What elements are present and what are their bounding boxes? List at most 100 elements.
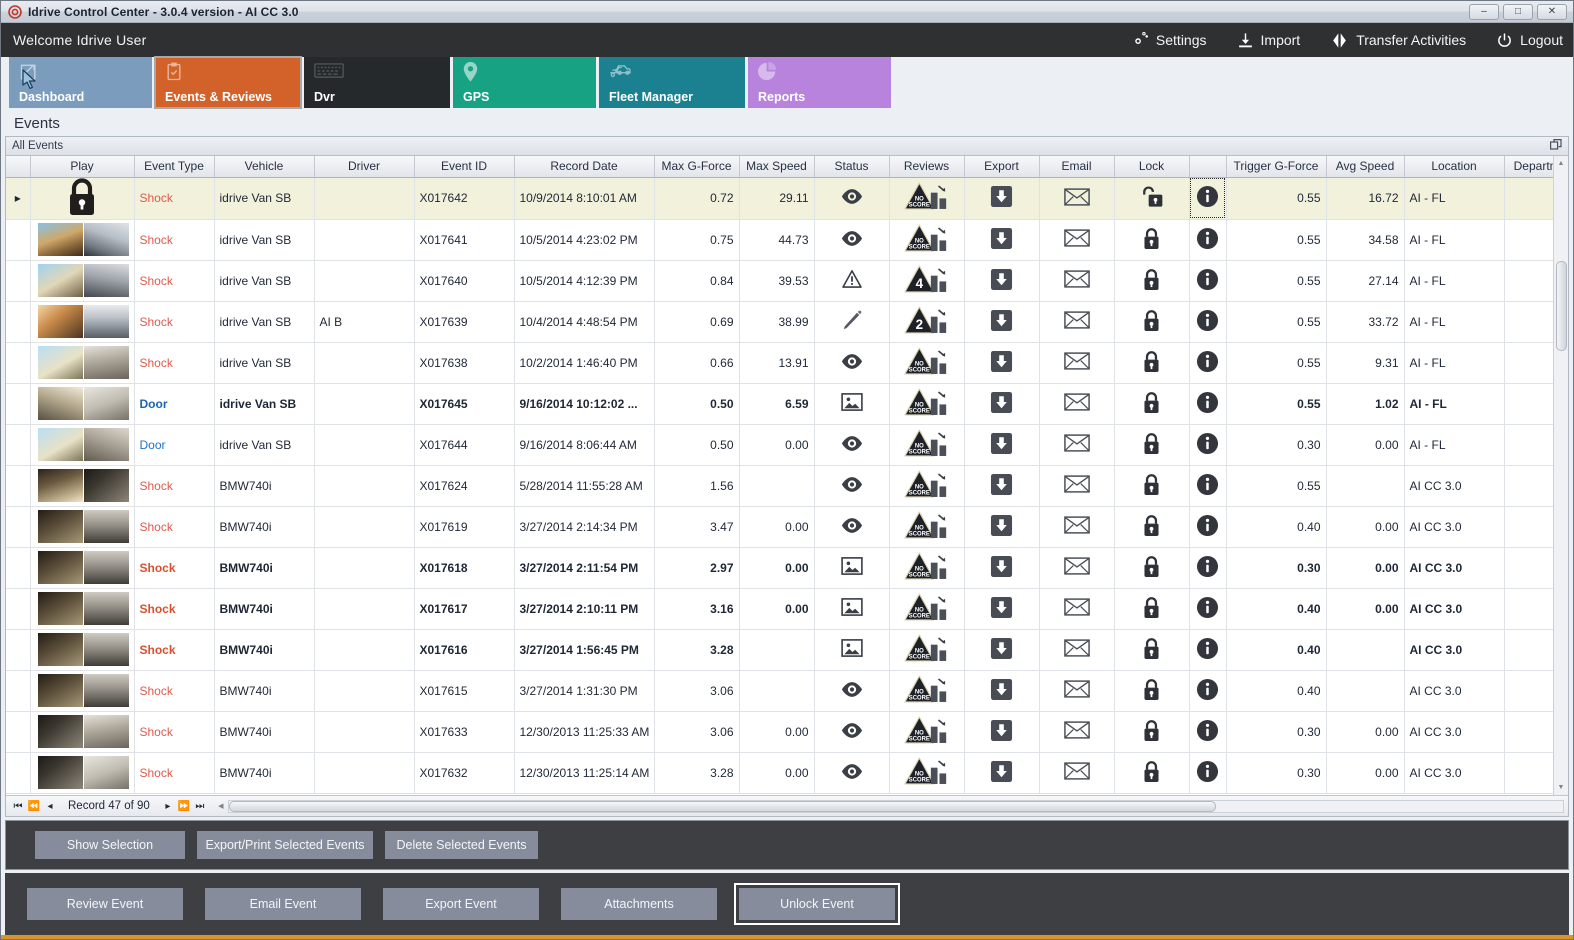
thumbnail-front[interactable] bbox=[37, 551, 83, 584]
eye-icon[interactable] bbox=[841, 722, 863, 741]
thumbnail-cabin[interactable] bbox=[83, 264, 129, 297]
thumbnail-cabin[interactable] bbox=[83, 428, 129, 461]
thumbnail-cabin[interactable] bbox=[83, 674, 129, 707]
cell-reviews[interactable]: NO SCORE bbox=[889, 629, 965, 671]
cell-reviews[interactable]: NO SCORE bbox=[889, 177, 965, 220]
cell-info[interactable] bbox=[1189, 670, 1227, 712]
lock-icon[interactable] bbox=[1142, 637, 1161, 663]
next-record-button[interactable]: ▸ bbox=[165, 800, 171, 812]
play-thumbnails[interactable] bbox=[36, 305, 129, 338]
row-marker[interactable] bbox=[6, 301, 31, 343]
lock-icon[interactable] bbox=[1142, 678, 1161, 704]
cell-info[interactable] bbox=[1189, 588, 1227, 630]
cell-export[interactable] bbox=[964, 301, 1040, 343]
lock-icon[interactable] bbox=[1142, 760, 1161, 786]
eye-icon[interactable] bbox=[841, 435, 863, 454]
export-icon[interactable] bbox=[990, 596, 1013, 622]
play-thumbnails[interactable] bbox=[36, 633, 129, 666]
cell-lock[interactable] bbox=[1114, 424, 1190, 466]
eye-icon[interactable] bbox=[841, 230, 863, 249]
email-icon[interactable] bbox=[1063, 516, 1090, 537]
email-icon[interactable] bbox=[1063, 187, 1090, 209]
info-icon[interactable] bbox=[1196, 309, 1219, 335]
image-icon[interactable] bbox=[840, 557, 863, 578]
cell-reviews[interactable]: NO SCORE bbox=[889, 342, 965, 384]
col-header-trigger-g-force[interactable]: Trigger G-Force bbox=[1226, 156, 1327, 178]
info-icon[interactable] bbox=[1196, 185, 1219, 211]
table-row[interactable]: Shock BMW740i X017616 3/27/2014 1:56:45 PM 3… bbox=[6, 629, 1553, 671]
cell-play[interactable] bbox=[30, 177, 135, 220]
cell-status[interactable] bbox=[814, 711, 890, 753]
thumbnail-front[interactable] bbox=[37, 715, 83, 748]
col-header-department[interactable]: Department bbox=[1504, 156, 1553, 178]
col-header-reviews[interactable]: Reviews bbox=[889, 156, 965, 178]
cell-play[interactable] bbox=[30, 711, 135, 753]
cell-email[interactable] bbox=[1039, 670, 1115, 712]
play-thumbnails[interactable] bbox=[36, 223, 129, 256]
eye-icon[interactable] bbox=[841, 353, 863, 372]
play-thumbnails[interactable] bbox=[36, 715, 129, 748]
cell-export[interactable] bbox=[964, 506, 1040, 548]
thumbnail-front[interactable] bbox=[37, 756, 83, 789]
cell-export[interactable] bbox=[964, 383, 1040, 425]
col-header-driver[interactable]: Driver bbox=[314, 156, 415, 178]
warning-icon[interactable] bbox=[841, 270, 862, 291]
show-selection-button[interactable]: Show Selection bbox=[35, 831, 185, 859]
maximize-button[interactable]: □ bbox=[1503, 3, 1533, 20]
email-icon[interactable] bbox=[1063, 229, 1090, 250]
cell-email[interactable] bbox=[1039, 260, 1115, 302]
review-score-icon[interactable]: NO SCORE bbox=[903, 675, 950, 708]
row-marker[interactable] bbox=[6, 588, 31, 630]
grid-vertical-scrollbar[interactable]: ▲ ▼ bbox=[1553, 156, 1568, 795]
cell-reviews[interactable]: NO SCORE bbox=[889, 711, 965, 753]
lock-icon[interactable] bbox=[1142, 309, 1161, 335]
row-marker[interactable] bbox=[6, 383, 31, 425]
cell-info[interactable] bbox=[1189, 177, 1227, 220]
lock-icon[interactable] bbox=[1142, 473, 1161, 499]
thumbnail-cabin[interactable] bbox=[83, 469, 129, 502]
cell-reviews[interactable]: NO SCORE bbox=[889, 752, 965, 794]
export-event-button[interactable]: Export Event bbox=[383, 888, 539, 920]
cell-email[interactable] bbox=[1039, 752, 1115, 794]
lock-icon[interactable] bbox=[1142, 391, 1161, 417]
email-icon[interactable] bbox=[1063, 352, 1090, 373]
col-header-export[interactable]: Export bbox=[964, 156, 1040, 178]
email-event-button[interactable]: Email Event bbox=[205, 888, 361, 920]
col-header-location[interactable]: Location bbox=[1404, 156, 1505, 178]
info-icon[interactable] bbox=[1196, 473, 1219, 499]
lock-icon[interactable] bbox=[1142, 227, 1161, 253]
cell-lock[interactable] bbox=[1114, 588, 1190, 630]
cell-lock[interactable] bbox=[1114, 465, 1190, 507]
thumbnail-front[interactable] bbox=[37, 510, 83, 543]
close-button[interactable]: ✕ bbox=[1537, 3, 1567, 20]
info-icon[interactable] bbox=[1196, 678, 1219, 704]
cell-play[interactable] bbox=[30, 342, 135, 384]
previous-record-button[interactable]: ◂ bbox=[47, 800, 53, 812]
email-icon[interactable] bbox=[1063, 557, 1090, 578]
cell-status[interactable] bbox=[814, 588, 890, 630]
email-icon[interactable] bbox=[1063, 721, 1090, 742]
export-icon[interactable] bbox=[990, 309, 1013, 335]
row-marker[interactable] bbox=[6, 342, 31, 384]
minimize-button[interactable]: – bbox=[1469, 3, 1499, 20]
cell-export[interactable] bbox=[964, 588, 1040, 630]
email-icon[interactable] bbox=[1063, 393, 1090, 414]
review-score-icon[interactable]: NO SCORE bbox=[903, 347, 950, 380]
lock-icon[interactable] bbox=[1142, 596, 1161, 622]
lock-icon[interactable] bbox=[1142, 432, 1161, 458]
export-icon[interactable] bbox=[990, 391, 1013, 417]
grid-horizontal-scrollbar[interactable]: ◀ bbox=[214, 799, 1564, 814]
cell-play[interactable] bbox=[30, 424, 135, 466]
row-marker[interactable] bbox=[6, 629, 31, 671]
hscroll-track[interactable] bbox=[227, 799, 1564, 813]
row-marker[interactable] bbox=[6, 424, 31, 466]
export-icon[interactable] bbox=[990, 473, 1013, 499]
thumbnail-cabin[interactable] bbox=[83, 756, 129, 789]
play-thumbnails[interactable] bbox=[36, 674, 129, 707]
review-score-icon[interactable]: NO SCORE bbox=[903, 511, 950, 544]
cell-play[interactable] bbox=[30, 670, 135, 712]
table-row[interactable]: ▸ Shock idrive Van SB X017642 10/9/2014 8:10… bbox=[6, 177, 1553, 220]
row-marker[interactable] bbox=[6, 465, 31, 507]
play-thumbnails[interactable] bbox=[36, 428, 129, 461]
export-icon[interactable] bbox=[990, 555, 1013, 581]
